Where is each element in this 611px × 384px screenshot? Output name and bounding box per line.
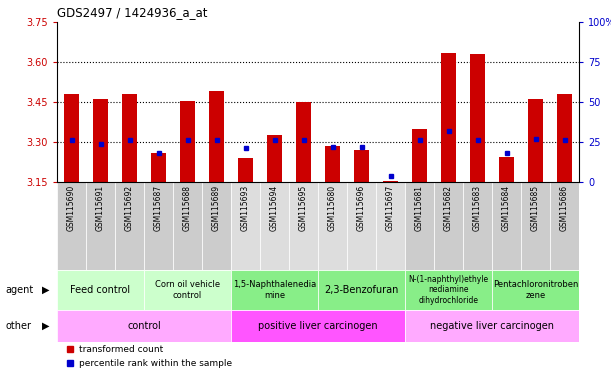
Bar xyxy=(267,135,282,182)
Bar xyxy=(383,180,398,182)
Bar xyxy=(318,182,347,270)
Bar xyxy=(122,94,137,182)
Bar xyxy=(57,310,231,342)
Bar xyxy=(86,182,115,270)
Text: negative liver carcinogen: negative liver carcinogen xyxy=(430,321,554,331)
Text: GSM115696: GSM115696 xyxy=(357,185,366,231)
Text: 2,3-Benzofuran: 2,3-Benzofuran xyxy=(324,285,399,295)
Text: GSM115684: GSM115684 xyxy=(502,185,511,231)
Text: GSM115688: GSM115688 xyxy=(183,185,192,231)
Bar xyxy=(64,94,79,182)
Bar xyxy=(405,270,492,310)
Text: GSM115695: GSM115695 xyxy=(299,185,308,231)
Text: GSM115697: GSM115697 xyxy=(386,185,395,231)
Text: other: other xyxy=(5,321,31,331)
Bar xyxy=(93,99,108,182)
Bar xyxy=(238,158,253,182)
Bar xyxy=(180,101,195,182)
Bar xyxy=(463,182,492,270)
Bar xyxy=(144,270,231,310)
Text: GSM115689: GSM115689 xyxy=(212,185,221,231)
Legend: transformed count, percentile rank within the sample: transformed count, percentile rank withi… xyxy=(62,342,235,371)
Bar xyxy=(152,153,166,182)
Text: GSM115691: GSM115691 xyxy=(96,185,105,231)
Text: Corn oil vehicle
control: Corn oil vehicle control xyxy=(155,280,220,300)
Bar xyxy=(412,129,426,182)
Text: ▶: ▶ xyxy=(42,285,49,295)
Bar xyxy=(296,102,311,182)
Text: 1,5-Naphthalenedia
mine: 1,5-Naphthalenedia mine xyxy=(233,280,316,300)
Bar xyxy=(231,310,405,342)
Text: GSM115693: GSM115693 xyxy=(241,185,250,231)
Bar xyxy=(325,146,340,182)
Bar xyxy=(115,182,144,270)
Text: Feed control: Feed control xyxy=(70,285,131,295)
Text: control: control xyxy=(127,321,161,331)
Text: Pentachloronitroben
zene: Pentachloronitroben zene xyxy=(493,280,578,300)
Bar xyxy=(260,182,289,270)
Bar xyxy=(231,182,260,270)
Bar xyxy=(57,182,86,270)
Bar xyxy=(376,182,405,270)
Bar xyxy=(499,157,514,182)
Text: GSM115680: GSM115680 xyxy=(328,185,337,231)
Bar xyxy=(405,310,579,342)
Bar xyxy=(144,182,173,270)
Text: GSM115690: GSM115690 xyxy=(67,185,76,231)
Bar xyxy=(354,150,369,182)
Bar xyxy=(318,270,405,310)
Bar xyxy=(434,182,463,270)
Bar xyxy=(521,182,550,270)
Text: GSM115687: GSM115687 xyxy=(154,185,163,231)
Text: GSM115682: GSM115682 xyxy=(444,185,453,231)
Text: positive liver carcinogen: positive liver carcinogen xyxy=(258,321,378,331)
Text: GSM115694: GSM115694 xyxy=(270,185,279,231)
Text: GSM115685: GSM115685 xyxy=(531,185,540,231)
Text: GSM115686: GSM115686 xyxy=(560,185,569,231)
Bar xyxy=(550,182,579,270)
Bar xyxy=(441,53,456,182)
Bar xyxy=(347,182,376,270)
Text: GSM115692: GSM115692 xyxy=(125,185,134,231)
Text: GSM115681: GSM115681 xyxy=(415,185,424,231)
Bar xyxy=(557,94,572,182)
Bar xyxy=(231,270,318,310)
Bar xyxy=(173,182,202,270)
Bar xyxy=(492,270,579,310)
Bar xyxy=(209,91,224,182)
Bar xyxy=(289,182,318,270)
Text: N-(1-naphthyl)ethyle
nediamine
dihydrochloride: N-(1-naphthyl)ethyle nediamine dihydroch… xyxy=(408,275,489,305)
Bar xyxy=(57,270,144,310)
Bar xyxy=(470,54,485,182)
Bar xyxy=(202,182,231,270)
Text: GDS2497 / 1424936_a_at: GDS2497 / 1424936_a_at xyxy=(57,7,208,20)
Bar xyxy=(405,182,434,270)
Text: agent: agent xyxy=(5,285,34,295)
Bar xyxy=(492,182,521,270)
Bar xyxy=(529,99,543,182)
Text: ▶: ▶ xyxy=(42,321,49,331)
Text: GSM115683: GSM115683 xyxy=(473,185,482,231)
